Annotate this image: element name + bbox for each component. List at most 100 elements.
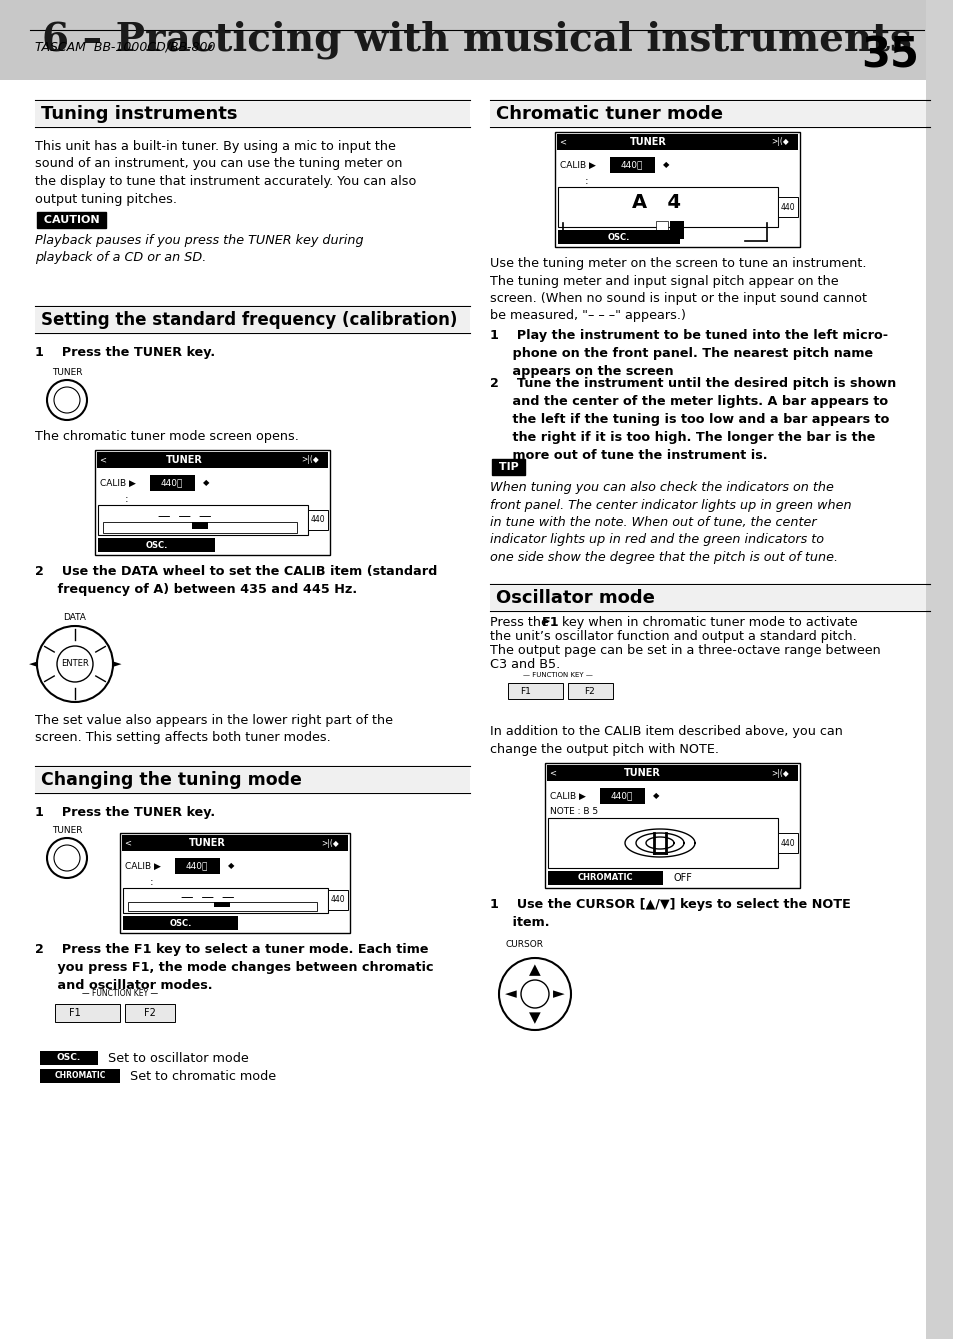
- Text: 440㎥: 440㎥: [620, 161, 642, 170]
- Text: 440㎥: 440㎥: [610, 791, 633, 801]
- Text: 2    Use the DATA wheel to set the CALIB item (standard
     frequency of A) bet: 2 Use the DATA wheel to set the CALIB it…: [35, 565, 436, 596]
- Text: TUNER: TUNER: [51, 826, 82, 836]
- Text: OSC.: OSC.: [146, 541, 168, 549]
- Text: CALIB ▶: CALIB ▶: [125, 861, 161, 870]
- Text: 1    Use the CURSOR [▲/▼] keys to select the NOTE
     item.: 1 Use the CURSOR [▲/▼] keys to select th…: [490, 898, 850, 929]
- Text: —  —  —: — — —: [181, 890, 234, 904]
- Circle shape: [520, 980, 548, 1008]
- Text: >|(◆: >|(◆: [321, 838, 338, 848]
- Text: 1    Play the instrument to be tuned into the left micro-
     phone on the fron: 1 Play the instrument to be tuned into t…: [490, 329, 887, 378]
- Text: F1: F1: [69, 1008, 81, 1018]
- Bar: [778, 197, 797, 217]
- Text: Tuning instruments: Tuning instruments: [41, 104, 237, 123]
- Text: 1    Press the TUNER key.: 1 Press the TUNER key.: [35, 345, 214, 359]
- Text: CALIB ▶: CALIB ▶: [100, 478, 135, 487]
- Text: OFF: OFF: [673, 873, 692, 882]
- Text: CALIB ▶: CALIB ▶: [559, 161, 596, 170]
- Text: CHROMATIC: CHROMATIC: [54, 1071, 106, 1081]
- Text: CURSOR: CURSOR: [505, 940, 543, 949]
- Text: 2    Tune the instrument until the desired pitch is shown
     and the center of: 2 Tune the instrument until the desired …: [490, 378, 895, 462]
- Text: OSC.: OSC.: [607, 233, 630, 241]
- Text: <: <: [549, 769, 556, 778]
- Bar: [123, 916, 237, 931]
- Bar: [40, 1051, 98, 1065]
- Text: TASCAM  BB-1000CD/BB-800: TASCAM BB-1000CD/BB-800: [35, 40, 215, 54]
- Bar: [308, 510, 328, 530]
- Text: CAUTION: CAUTION: [40, 216, 103, 225]
- Text: :: :: [584, 175, 588, 186]
- Bar: [609, 157, 655, 173]
- Text: The output page can be set in a three-octave range between: The output page can be set in a three-oc…: [490, 644, 880, 657]
- Text: ◆: ◆: [652, 791, 659, 801]
- Bar: [97, 453, 328, 469]
- Text: F1: F1: [541, 616, 559, 629]
- Text: 440㎥: 440㎥: [161, 478, 183, 487]
- Bar: [507, 683, 562, 699]
- Text: — FUNCTION KEY —: — FUNCTION KEY —: [82, 990, 158, 998]
- Bar: [555, 133, 800, 246]
- Text: :: :: [125, 494, 129, 503]
- Text: Chromatic tuner mode: Chromatic tuner mode: [496, 104, 722, 123]
- Text: — FUNCTION KEY —: — FUNCTION KEY —: [522, 672, 593, 678]
- Bar: [557, 134, 797, 150]
- Bar: [98, 538, 215, 552]
- Bar: [122, 836, 348, 852]
- Text: The set value also appears in the lower right part of the
screen. This setting a: The set value also appears in the lower …: [35, 714, 393, 744]
- Text: Press the: Press the: [490, 616, 553, 629]
- Text: 440: 440: [780, 202, 795, 212]
- Text: 440: 440: [780, 838, 795, 848]
- Bar: [490, 586, 929, 611]
- Text: TUNER: TUNER: [51, 368, 82, 378]
- Bar: [125, 1004, 174, 1022]
- Text: A   4: A 4: [631, 193, 680, 212]
- Bar: [174, 858, 220, 874]
- Text: 440㎥: 440㎥: [186, 861, 208, 870]
- Bar: [120, 833, 350, 933]
- Text: <: <: [99, 455, 107, 465]
- Text: 35: 35: [861, 35, 918, 78]
- Bar: [192, 521, 208, 529]
- Bar: [35, 308, 470, 332]
- Bar: [669, 221, 683, 238]
- Text: TUNER: TUNER: [166, 455, 203, 465]
- Bar: [150, 475, 194, 491]
- Bar: [98, 505, 308, 536]
- Bar: [778, 833, 797, 853]
- Bar: [35, 769, 470, 791]
- Bar: [567, 683, 613, 699]
- Text: Changing the tuning mode: Changing the tuning mode: [41, 771, 301, 789]
- Bar: [925, 0, 953, 1339]
- Text: ►: ►: [112, 659, 121, 670]
- Text: <: <: [125, 838, 132, 848]
- Text: F1: F1: [520, 687, 531, 695]
- Bar: [599, 787, 644, 803]
- Text: Oscillator mode: Oscillator mode: [496, 589, 654, 607]
- Bar: [55, 1004, 120, 1022]
- Text: >|(◆: >|(◆: [770, 138, 788, 146]
- Text: NOTE : B 5: NOTE : B 5: [550, 807, 598, 817]
- Bar: [123, 888, 328, 913]
- Text: Use the tuning meter on the screen to tune an instrument.
The tuning meter and i: Use the tuning meter on the screen to tu…: [490, 257, 866, 323]
- Text: 1    Press the TUNER key.: 1 Press the TUNER key.: [35, 806, 214, 819]
- Text: <: <: [558, 138, 566, 146]
- Bar: [547, 870, 662, 885]
- Text: ◄: ◄: [29, 659, 37, 670]
- Bar: [95, 450, 330, 554]
- Text: F2: F2: [584, 687, 595, 695]
- Bar: [213, 901, 230, 908]
- Text: CALIB ▶: CALIB ▶: [550, 791, 585, 801]
- Bar: [128, 901, 316, 912]
- Text: Set to chromatic mode: Set to chromatic mode: [130, 1070, 275, 1082]
- Text: key when in chromatic tuner mode to activate: key when in chromatic tuner mode to acti…: [558, 616, 857, 629]
- Text: 440: 440: [331, 896, 345, 905]
- Text: OSC.: OSC.: [169, 919, 192, 928]
- Bar: [40, 1069, 120, 1083]
- Text: In addition to the CALIB item described above, you can
change the output pitch w: In addition to the CALIB item described …: [490, 724, 842, 755]
- Text: C3 and B5.: C3 and B5.: [490, 657, 559, 671]
- Text: TUNER: TUNER: [623, 769, 659, 778]
- Text: ◆: ◆: [203, 478, 210, 487]
- Text: The chromatic tuner mode screen opens.: The chromatic tuner mode screen opens.: [35, 430, 298, 443]
- Text: :: :: [150, 877, 153, 886]
- Bar: [558, 187, 778, 228]
- Bar: [328, 890, 348, 911]
